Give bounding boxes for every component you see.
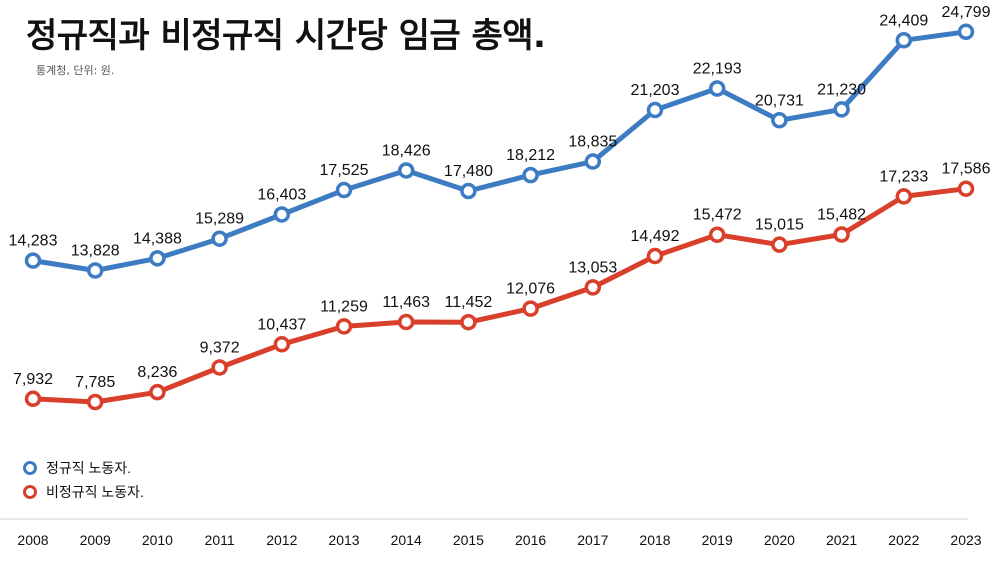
x-tick-label: 2020 [764, 532, 795, 548]
data-point [584, 153, 602, 170]
x-tick-label: 2012 [266, 532, 297, 548]
legend-label: 정규직 노동자. [46, 460, 131, 476]
data-point [895, 188, 913, 205]
data-label: 22,193 [693, 60, 742, 77]
data-point [335, 181, 353, 199]
data-point [335, 318, 353, 335]
data-label: 21,203 [631, 82, 680, 99]
x-tick-label: 2015 [453, 532, 484, 548]
data-label: 15,472 [693, 207, 742, 224]
data-point [708, 80, 726, 97]
data-label: 8,236 [137, 364, 177, 381]
data-label: 15,015 [755, 217, 804, 234]
x-tick-label: 2008 [17, 532, 48, 548]
data-label: 11,452 [445, 294, 493, 311]
data-point [273, 336, 291, 353]
data-label: 17,586 [942, 161, 991, 178]
data-label: 7,785 [75, 374, 115, 391]
series-line [30, 186, 969, 405]
x-tick-label: 2017 [577, 532, 608, 548]
data-label: 24,409 [879, 12, 928, 29]
data-point [522, 166, 539, 184]
series-line [30, 29, 969, 273]
data-point [584, 279, 602, 296]
data-label: 17,525 [320, 162, 369, 179]
data-label: 18,426 [382, 142, 431, 159]
data-point [24, 390, 42, 408]
x-tick-label: 2014 [391, 532, 422, 548]
legend-marker [23, 485, 37, 499]
x-tick-label: 2021 [826, 532, 857, 548]
data-label: 15,482 [817, 207, 866, 224]
data-label: 11,259 [320, 298, 368, 315]
data-label: 14,283 [9, 233, 58, 250]
data-point [397, 313, 415, 331]
data-point [86, 393, 104, 411]
data-point [646, 101, 664, 119]
data-point [397, 162, 415, 179]
data-label: 18,835 [568, 134, 617, 151]
x-tick-label: 2010 [142, 532, 173, 548]
data-label: 24,799 [942, 4, 991, 21]
x-tick-label: 2023 [950, 532, 981, 548]
x-tick-label: 2022 [888, 532, 919, 548]
data-point [646, 247, 664, 265]
data-point [708, 226, 726, 243]
data-point [771, 112, 788, 129]
data-point [957, 23, 975, 41]
data-label: 15,289 [195, 211, 244, 228]
legend-label: 비정규직 노동자. [46, 484, 144, 500]
data-label: 21,230 [817, 81, 866, 98]
data-label: 13,828 [71, 243, 120, 260]
data-point [895, 32, 913, 49]
data-label: 7,932 [13, 371, 53, 388]
data-label: 14,492 [631, 228, 680, 245]
data-point [149, 250, 166, 267]
data-point [24, 252, 42, 269]
data-label: 10,437 [257, 316, 306, 333]
data-point [833, 101, 850, 118]
data-point [460, 313, 477, 331]
data-label: 14,388 [133, 230, 182, 247]
chart-title: 정규직과 비정규직 시간당 임금 총액. [26, 16, 546, 56]
data-point [149, 383, 166, 401]
data-point [273, 206, 291, 223]
data-label: 16,403 [257, 186, 306, 203]
data-point [771, 236, 788, 253]
legend-marker [23, 461, 37, 475]
x-tick-label: 2011 [205, 532, 235, 548]
data-label: 18,212 [506, 147, 555, 164]
data-label: 11,463 [382, 294, 430, 311]
data-point [211, 230, 228, 247]
data-label: 13,053 [568, 259, 617, 276]
data-label: 9,372 [200, 339, 240, 356]
data-point [522, 300, 539, 317]
data-point [833, 226, 850, 243]
data-label: 17,480 [444, 163, 493, 180]
data-label: 20,731 [755, 92, 804, 109]
x-tick-label: 2016 [515, 532, 546, 548]
x-tick-label: 2009 [80, 532, 111, 548]
data-point [211, 359, 228, 376]
data-label: 17,233 [879, 168, 928, 185]
data-point [957, 180, 975, 197]
x-tick-label: 2019 [702, 532, 733, 548]
data-point [460, 182, 477, 200]
x-tick-label: 2018 [639, 532, 670, 548]
data-point [86, 262, 104, 279]
chart-subtitle: 통계청, 단위: 원. [36, 64, 115, 77]
data-label: 12,076 [506, 281, 555, 298]
x-tick-label: 2013 [328, 532, 359, 548]
